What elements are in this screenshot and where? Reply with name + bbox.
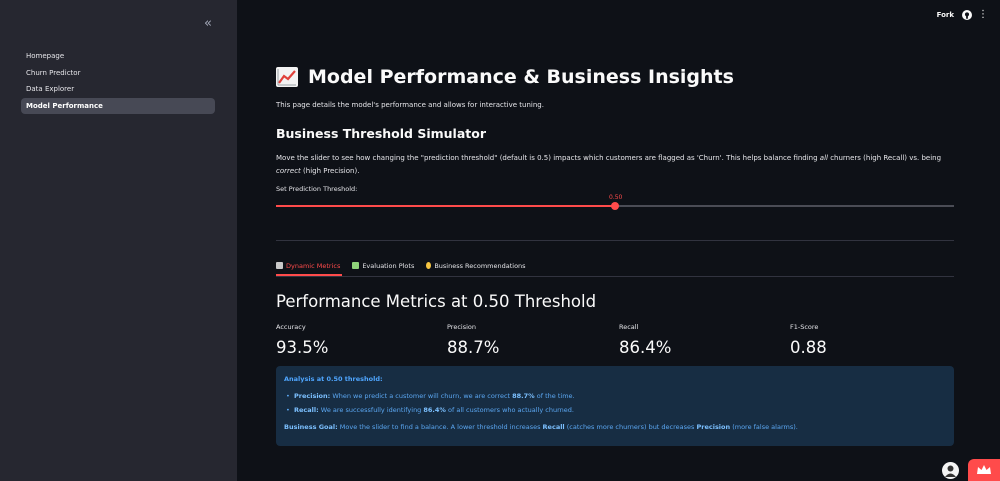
metrics-heading: Performance Metrics at 0.50 Threshold: [276, 292, 597, 311]
analysis-recall-item: Recall: We are successfully identifying …: [286, 406, 946, 414]
slider-fill: [276, 205, 615, 207]
page-title-text: Model Performance & Business Insights: [308, 66, 734, 88]
top-bar: Fork ⋮: [237, 0, 1000, 34]
analysis-precision-item: Precision: When we predict a customer wi…: [286, 392, 946, 400]
page-title: Model Performance & Business Insights: [276, 66, 734, 88]
sidebar-item-data-explorer[interactable]: Data Explorer: [26, 85, 75, 93]
slider-value: 0.50: [609, 194, 623, 201]
slider-handle[interactable]: [611, 202, 619, 210]
metric-label: Recall: [619, 323, 639, 331]
sidebar: « Homepage Churn Predictor Data Explorer…: [0, 0, 237, 481]
github-icon[interactable]: [962, 10, 972, 20]
fork-button[interactable]: Fork: [936, 11, 954, 19]
divider: [276, 240, 954, 241]
metric-recall: Recall 86.4%: [619, 323, 779, 357]
sidebar-nav: Homepage Churn Predictor Data Explorer M…: [21, 48, 215, 114]
bar-chart-icon: [276, 262, 283, 269]
tab-evaluation-plots[interactable]: Evaluation Plots: [352, 259, 416, 276]
lightbulb-icon: [426, 262, 432, 269]
chart-icon: [352, 262, 360, 269]
metric-value: 86.4%: [619, 338, 672, 357]
collapse-sidebar-icon[interactable]: «: [204, 16, 212, 31]
avatar[interactable]: [942, 462, 959, 479]
more-options-icon[interactable]: ⋮: [978, 9, 988, 20]
metric-precision: Precision 88.7%: [447, 323, 607, 357]
metric-value: 93.5%: [276, 338, 329, 357]
slider-label: Set Prediction Threshold:: [276, 185, 358, 193]
metric-value: 88.7%: [447, 338, 500, 357]
page-subtitle: This page details the model's performanc…: [276, 101, 544, 109]
simulator-heading: Business Threshold Simulator: [276, 126, 486, 141]
metric-f1-score: F1-Score 0.88: [790, 323, 950, 357]
metric-label: Precision: [447, 323, 477, 331]
tab-business-recommendations[interactable]: Business Recommendations: [426, 259, 527, 276]
metric-label: F1-Score: [790, 323, 819, 331]
analysis-heading: Analysis at 0.50 threshold:: [284, 375, 383, 383]
analysis-list: Precision: When we predict a customer wi…: [284, 392, 946, 414]
business-goal-text: Business Goal: Move the slider to find a…: [284, 423, 798, 431]
sidebar-item-homepage[interactable]: Homepage: [26, 52, 65, 60]
tab-bar: Dynamic Metrics Evaluation Plots Busines…: [276, 259, 954, 277]
sidebar-item-model-performance[interactable]: Model Performance: [21, 97, 215, 114]
analysis-info-box: Analysis at 0.50 threshold: Precision: W…: [276, 366, 954, 446]
metric-value: 0.88: [790, 338, 827, 357]
simulator-description: Move the slider to see how changing the …: [276, 154, 942, 175]
tab-dynamic-metrics[interactable]: Dynamic Metrics: [276, 259, 343, 276]
metric-label: Accuracy: [276, 323, 306, 331]
crown-icon[interactable]: [968, 459, 1000, 481]
metric-accuracy: Accuracy 93.5%: [276, 323, 436, 357]
sidebar-item-churn-predictor[interactable]: Churn Predictor: [26, 68, 81, 77]
chart-increasing-icon: [276, 67, 298, 87]
